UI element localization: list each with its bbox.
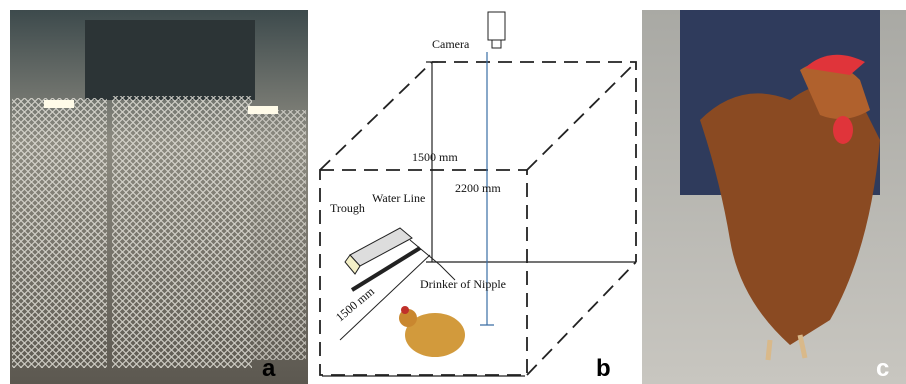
- cube-edges: [320, 62, 636, 375]
- photo-detail: [85, 20, 255, 100]
- mesh-left: [12, 98, 107, 368]
- camera-lens: [492, 40, 501, 48]
- lamp: [248, 106, 278, 114]
- label-drinker: Drinker of Nipple: [420, 277, 506, 291]
- panel-label: c: [876, 355, 889, 382]
- figure: a Camera 1500 mm 2200 mm Trough Water Li…: [0, 0, 906, 384]
- panel-b: Camera 1500 mm 2200 mm Trough Water Line…: [320, 12, 636, 382]
- label-height-camera: 2200 mm: [455, 181, 501, 195]
- mesh-right: [252, 110, 306, 360]
- label-camera: Camera: [432, 37, 470, 51]
- hen-comb: [401, 306, 409, 314]
- label-water-line: Water Line: [372, 191, 425, 205]
- page: a Camera 1500 mm 2200 mm Trough Water Li…: [0, 0, 906, 384]
- mesh-center: [112, 96, 252, 368]
- cube: [320, 62, 636, 375]
- panel-label: b: [596, 355, 611, 382]
- camera: [488, 12, 505, 40]
- label-trough: Trough: [330, 201, 365, 215]
- lamp: [44, 100, 74, 108]
- hen-wattle: [833, 116, 853, 144]
- label-height-inner: 1500 mm: [412, 150, 458, 164]
- panel-a: a: [10, 10, 308, 384]
- panel-c: c: [642, 10, 906, 384]
- panel-label: a: [262, 355, 276, 382]
